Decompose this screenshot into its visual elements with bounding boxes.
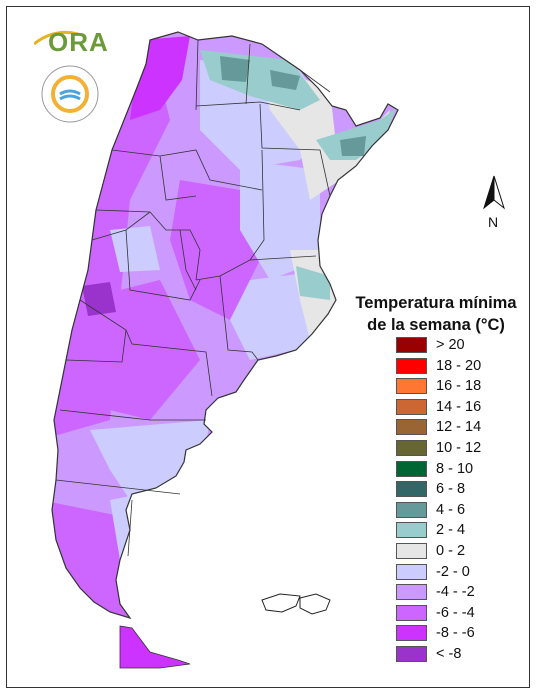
legend-item: 16 - 18 — [396, 377, 516, 396]
ora-logo-text: ORA — [48, 27, 109, 57]
legend-item: -2 - 0 — [396, 563, 516, 582]
legend-label: 8 - 10 — [436, 460, 474, 477]
legend-item: -6 - -4 — [396, 604, 516, 623]
legend-swatch — [396, 440, 427, 456]
legend-item: 8 - 10 — [396, 460, 516, 479]
legend-label: 6 - 8 — [436, 481, 466, 498]
legend-label: 4 - 6 — [436, 501, 466, 518]
legend-title-line2: de la semana (°C) — [367, 316, 505, 334]
legend-swatch — [396, 522, 427, 539]
legend-title-line1: Temperatura mínima — [355, 294, 517, 312]
legend-item: 4 - 6 — [396, 501, 516, 520]
legend-swatch — [396, 398, 427, 415]
zone-central-interior — [170, 180, 260, 320]
north-arrow-icon — [483, 175, 505, 210]
legend-swatch — [396, 481, 427, 498]
tierra-del-fuego — [119, 625, 191, 669]
legend-swatch — [396, 543, 427, 559]
legend-item: -4 - -2 — [396, 583, 516, 602]
legend-label: -4 - -2 — [436, 584, 475, 601]
zone-two-to-four-misiones — [316, 108, 396, 160]
legend-label: > 20 — [436, 337, 465, 353]
legend-label: 16 - 18 — [436, 378, 482, 395]
legend-label: 10 - 12 — [436, 440, 482, 456]
province-boundaries — [51, 31, 399, 620]
zone-two-to-four-east — [296, 266, 330, 300]
legend-swatch — [396, 501, 427, 518]
legend-label: 14 - 16 — [436, 398, 482, 415]
legend-item: > 20 — [396, 336, 516, 355]
legend-label: 2 - 4 — [436, 522, 466, 539]
zone-four-to-six-north — [220, 56, 250, 82]
legend-item: 6 - 8 — [396, 480, 516, 499]
legend-item: 14 - 16 — [396, 398, 516, 417]
legend-label: -2 - 0 — [436, 563, 470, 580]
legend: Temperatura mínima de la semana (°C) > 2… — [342, 292, 530, 662]
legend-item: 18 - 20 — [396, 357, 516, 376]
legend-swatch — [396, 646, 427, 662]
legend-label: < -8 — [436, 646, 462, 662]
legend-swatch — [396, 460, 427, 477]
legend-swatch — [396, 625, 427, 642]
legend-swatch — [396, 563, 427, 580]
zone-four-to-six-misiones — [340, 136, 366, 156]
legend-item: -8 - -6 — [396, 624, 516, 643]
legend-item: 10 - 12 — [396, 439, 516, 458]
legend-label: 0 - 2 — [436, 543, 466, 559]
legend-swatch — [396, 604, 427, 621]
legend-swatch — [396, 357, 427, 374]
ora-swoosh-icon — [33, 30, 79, 46]
smn-logo — [40, 64, 100, 124]
zone-central-pocket-light — [110, 226, 160, 272]
zone-four-to-six-northeast — [270, 70, 300, 90]
legend-item: 0 - 2 — [396, 542, 516, 561]
legend-item: < -8 — [396, 645, 516, 664]
islas-malvinas — [261, 593, 331, 615]
legend-item: 12 - 14 — [396, 418, 516, 437]
legend-swatch — [396, 337, 427, 353]
legend-label: -6 - -4 — [436, 604, 475, 621]
legend-swatch — [396, 419, 427, 436]
smn-seal-icon — [41, 65, 99, 123]
zone-cuyo-strong — [82, 282, 116, 316]
legend-swatch — [396, 378, 427, 395]
legend-item: 2 - 4 — [396, 521, 516, 540]
legend-swatch — [396, 584, 427, 601]
ora-logo: ORA — [33, 24, 109, 60]
north-label: N — [488, 214, 499, 230]
legend-label: 12 - 14 — [436, 419, 482, 436]
legend-label: -8 - -6 — [436, 625, 475, 642]
legend-label: 18 - 20 — [436, 357, 482, 374]
